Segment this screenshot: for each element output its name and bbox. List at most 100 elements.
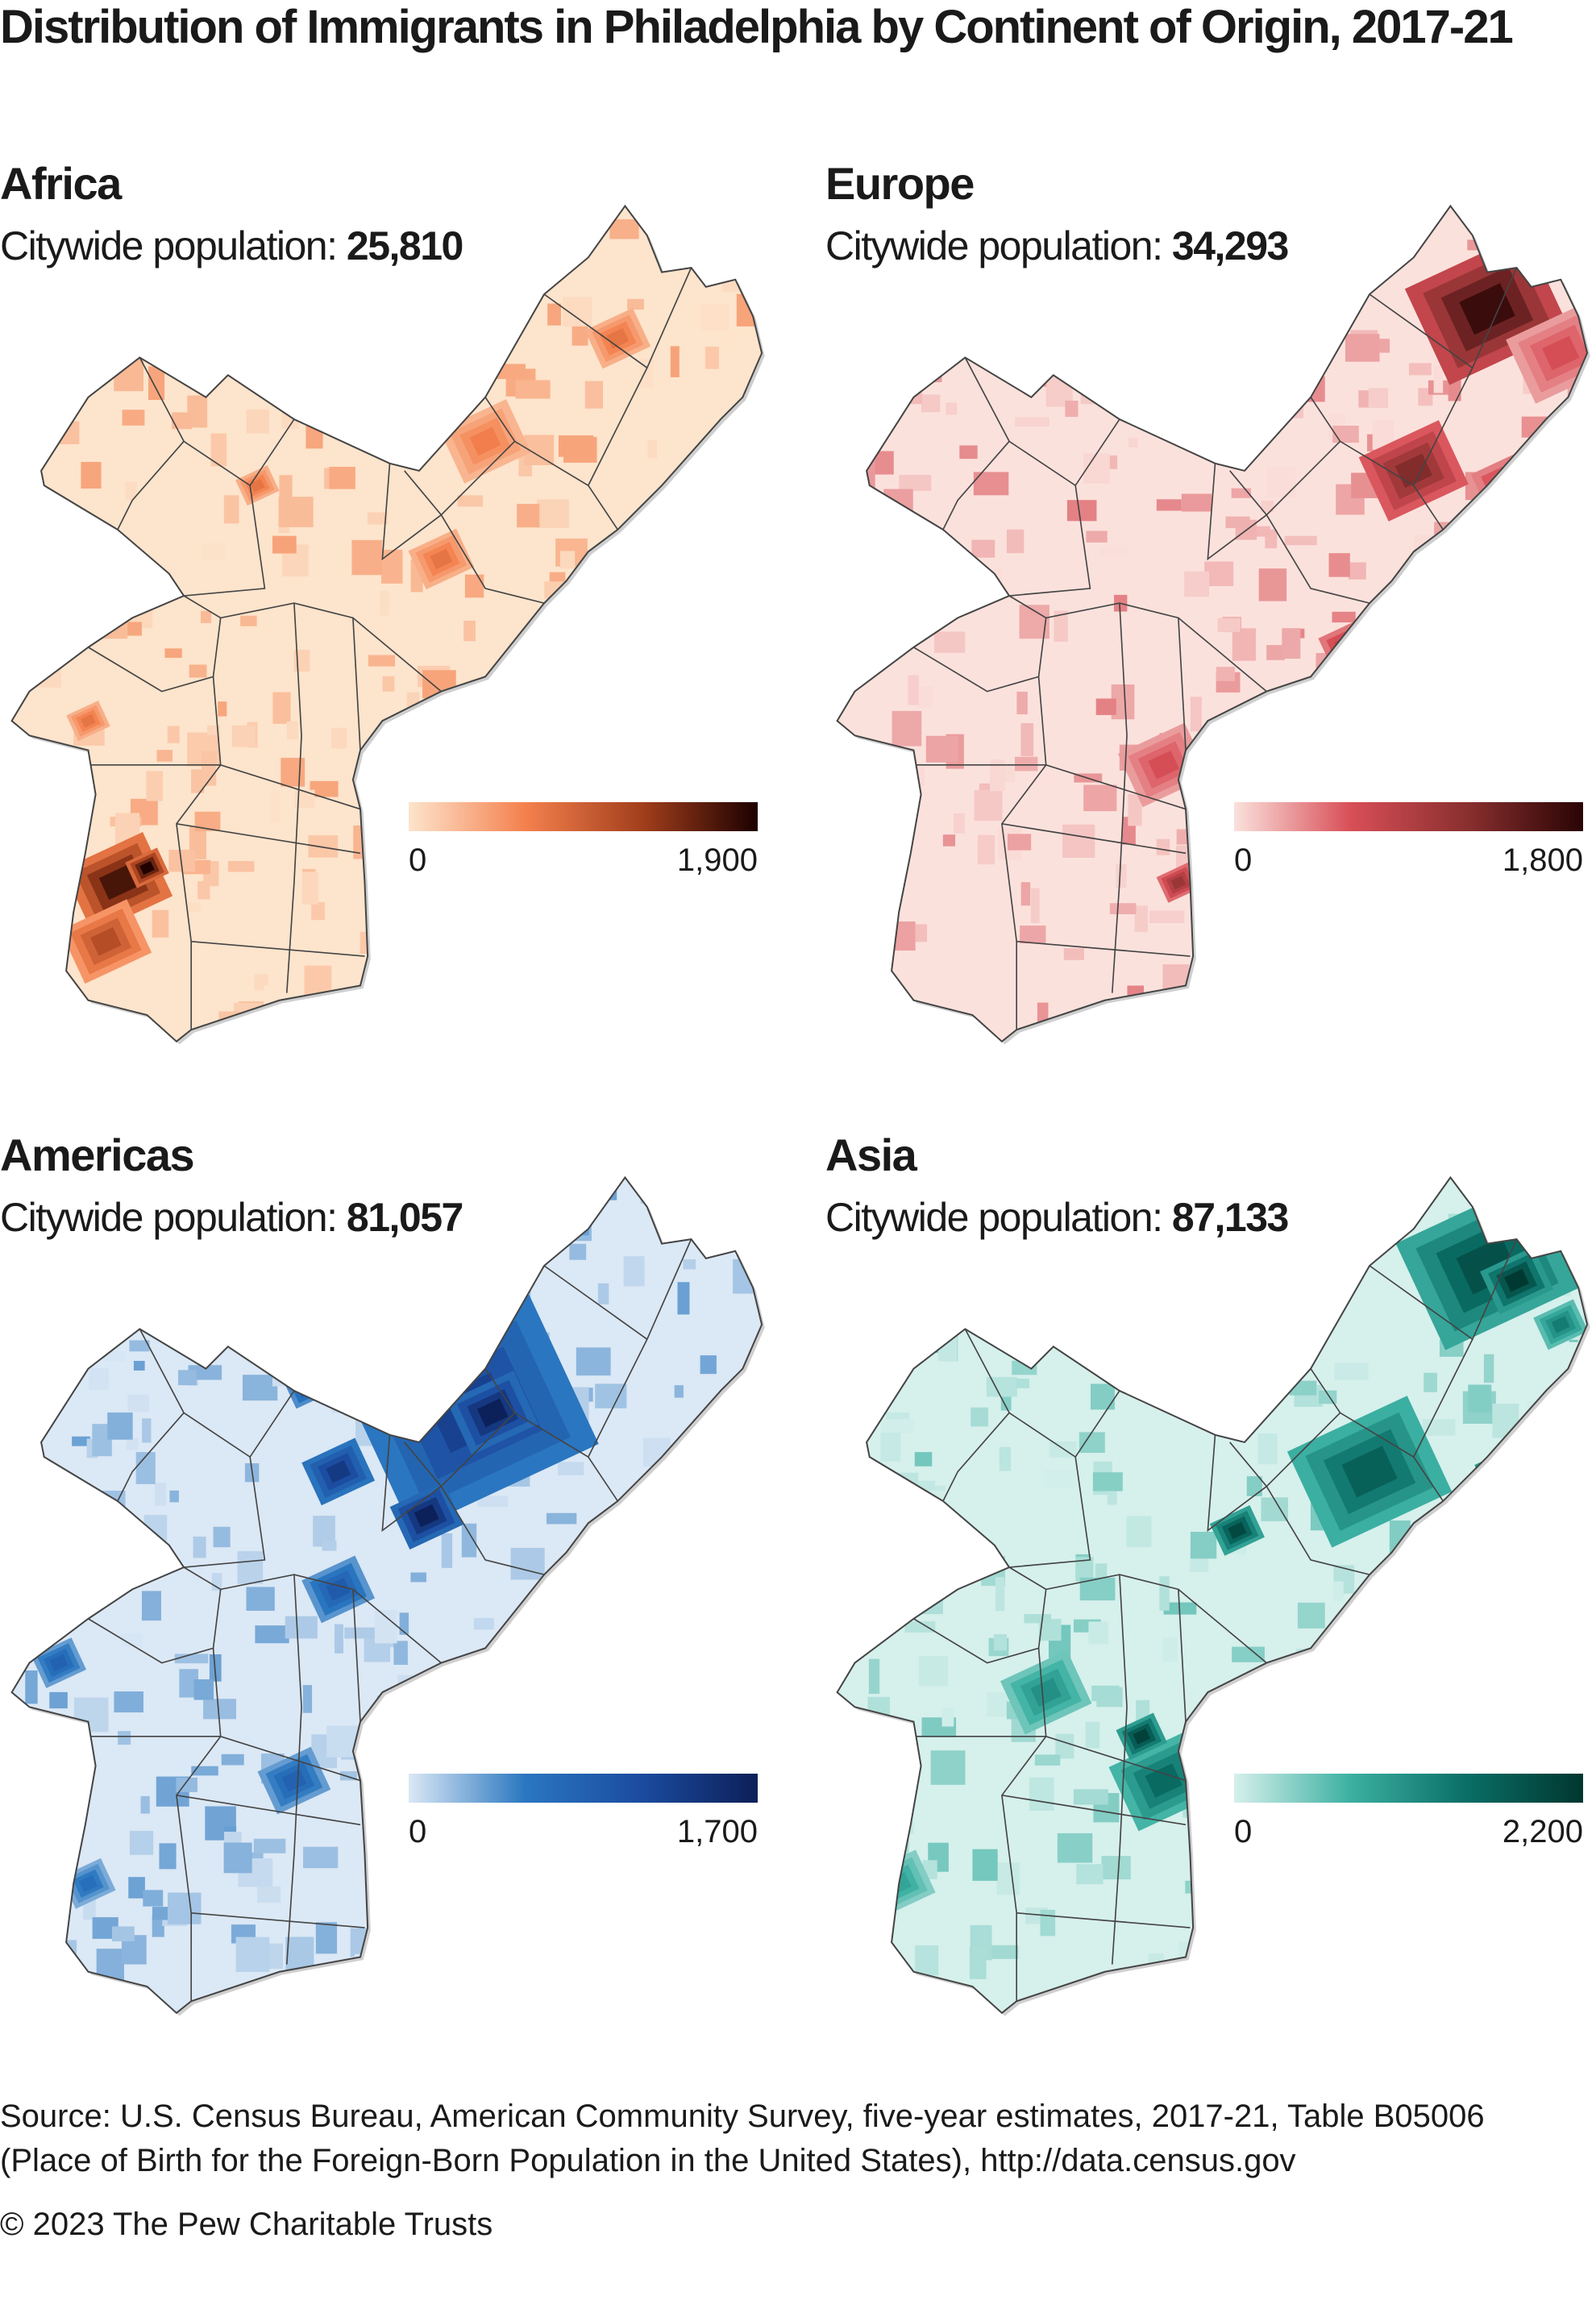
census-tract xyxy=(757,758,763,785)
census-tract xyxy=(250,478,265,493)
city-boundary xyxy=(836,1175,1589,2015)
census-tract xyxy=(444,1268,459,1304)
census-tract xyxy=(1529,1657,1543,1672)
census-tract xyxy=(1266,467,1296,497)
census-tract xyxy=(1468,1384,1492,1413)
census-tract xyxy=(1120,1223,1154,1246)
census-tract xyxy=(522,661,538,677)
census-tract xyxy=(1590,650,1596,671)
census-tract xyxy=(454,759,477,772)
district-boundary xyxy=(85,1736,361,1782)
legend-min: 0 xyxy=(409,1814,427,1849)
city-area xyxy=(11,1177,763,2013)
census-tract xyxy=(82,246,102,273)
census-tract xyxy=(571,647,596,673)
census-tract xyxy=(1156,499,1182,511)
census-tract xyxy=(1015,417,1049,427)
census-tract xyxy=(130,1990,151,2005)
district-boundary xyxy=(484,367,648,487)
census-tract xyxy=(1255,526,1270,537)
census-tract xyxy=(1390,1800,1421,1827)
census-tract xyxy=(1062,824,1095,858)
census-tract xyxy=(990,759,1005,792)
census-tract xyxy=(1062,2004,1077,2013)
census-tract xyxy=(1253,726,1281,745)
census-tract xyxy=(728,1912,743,1926)
census-tract xyxy=(647,439,658,458)
census-tract xyxy=(1295,334,1309,364)
census-tract xyxy=(1148,1276,1164,1292)
district-boundary xyxy=(1310,1338,1473,1458)
census-tract xyxy=(60,827,81,851)
census-tract xyxy=(1519,1654,1536,1687)
census-tract xyxy=(55,1995,76,2006)
census-tract xyxy=(45,1822,62,1849)
census-tract xyxy=(1020,722,1034,756)
census-tract xyxy=(211,1573,222,1591)
census-tract xyxy=(311,901,325,921)
census-tract xyxy=(169,1309,188,1334)
census-tract xyxy=(976,1546,995,1563)
census-tract xyxy=(575,1706,592,1733)
census-tract xyxy=(1525,957,1553,970)
census-tract xyxy=(1272,780,1288,791)
district-boundary xyxy=(1016,940,1191,957)
census-tract xyxy=(683,769,701,798)
district-boundary xyxy=(964,357,1120,487)
census-tract xyxy=(700,663,736,689)
census-tract xyxy=(326,1460,351,1483)
district-boundary xyxy=(1008,1457,1091,1568)
census-tract xyxy=(266,1232,279,1245)
census-tract xyxy=(527,1805,539,1840)
district-boundary xyxy=(440,514,545,604)
census-tract xyxy=(640,1527,652,1549)
census-tract xyxy=(1480,1986,1502,1996)
census-tract xyxy=(669,562,679,593)
district-boundary xyxy=(1207,463,1267,561)
census-tract xyxy=(849,485,871,516)
census-tract xyxy=(303,1846,339,1869)
census-tract xyxy=(989,1945,1019,1959)
census-tract xyxy=(854,1281,876,1317)
census-tract xyxy=(1482,581,1514,607)
census-tract xyxy=(65,1300,88,1316)
census-tract xyxy=(245,261,256,281)
census-tract xyxy=(671,1968,697,1989)
census-tract xyxy=(107,218,138,229)
census-tract xyxy=(1261,501,1274,513)
census-tract xyxy=(971,1545,991,1558)
census-tract xyxy=(946,572,965,588)
census-tract xyxy=(344,1627,377,1639)
census-tract xyxy=(663,606,694,631)
census-tract xyxy=(1400,643,1411,668)
census-tract xyxy=(147,248,181,283)
census-tract xyxy=(995,1577,1005,1612)
census-tract xyxy=(1364,855,1394,887)
map-africa xyxy=(10,204,773,1045)
census-tract xyxy=(38,393,72,402)
census-tract xyxy=(90,1313,110,1329)
census-tract xyxy=(1492,1462,1511,1481)
census-tract xyxy=(1065,401,1079,418)
census-tract xyxy=(918,1321,939,1354)
census-tract xyxy=(840,434,871,456)
census-tract xyxy=(972,1849,998,1881)
census-tract xyxy=(708,583,740,604)
census-tract xyxy=(457,495,484,507)
census-tract xyxy=(189,664,207,678)
census-tract xyxy=(56,1803,74,1815)
map-americas xyxy=(10,1175,765,2016)
census-tract xyxy=(476,1398,509,1428)
census-tract xyxy=(358,1330,383,1365)
census-tract xyxy=(315,1922,338,1954)
census-tract xyxy=(925,735,958,763)
census-tract xyxy=(763,218,773,232)
census-tract xyxy=(955,1254,966,1283)
census-tract xyxy=(706,1976,718,1997)
census-tract xyxy=(1571,414,1588,431)
census-tract xyxy=(36,622,57,647)
census-tract xyxy=(855,589,869,605)
census-tract xyxy=(1385,1845,1409,1865)
census-tract xyxy=(253,1838,286,1853)
census-tract xyxy=(277,370,295,393)
